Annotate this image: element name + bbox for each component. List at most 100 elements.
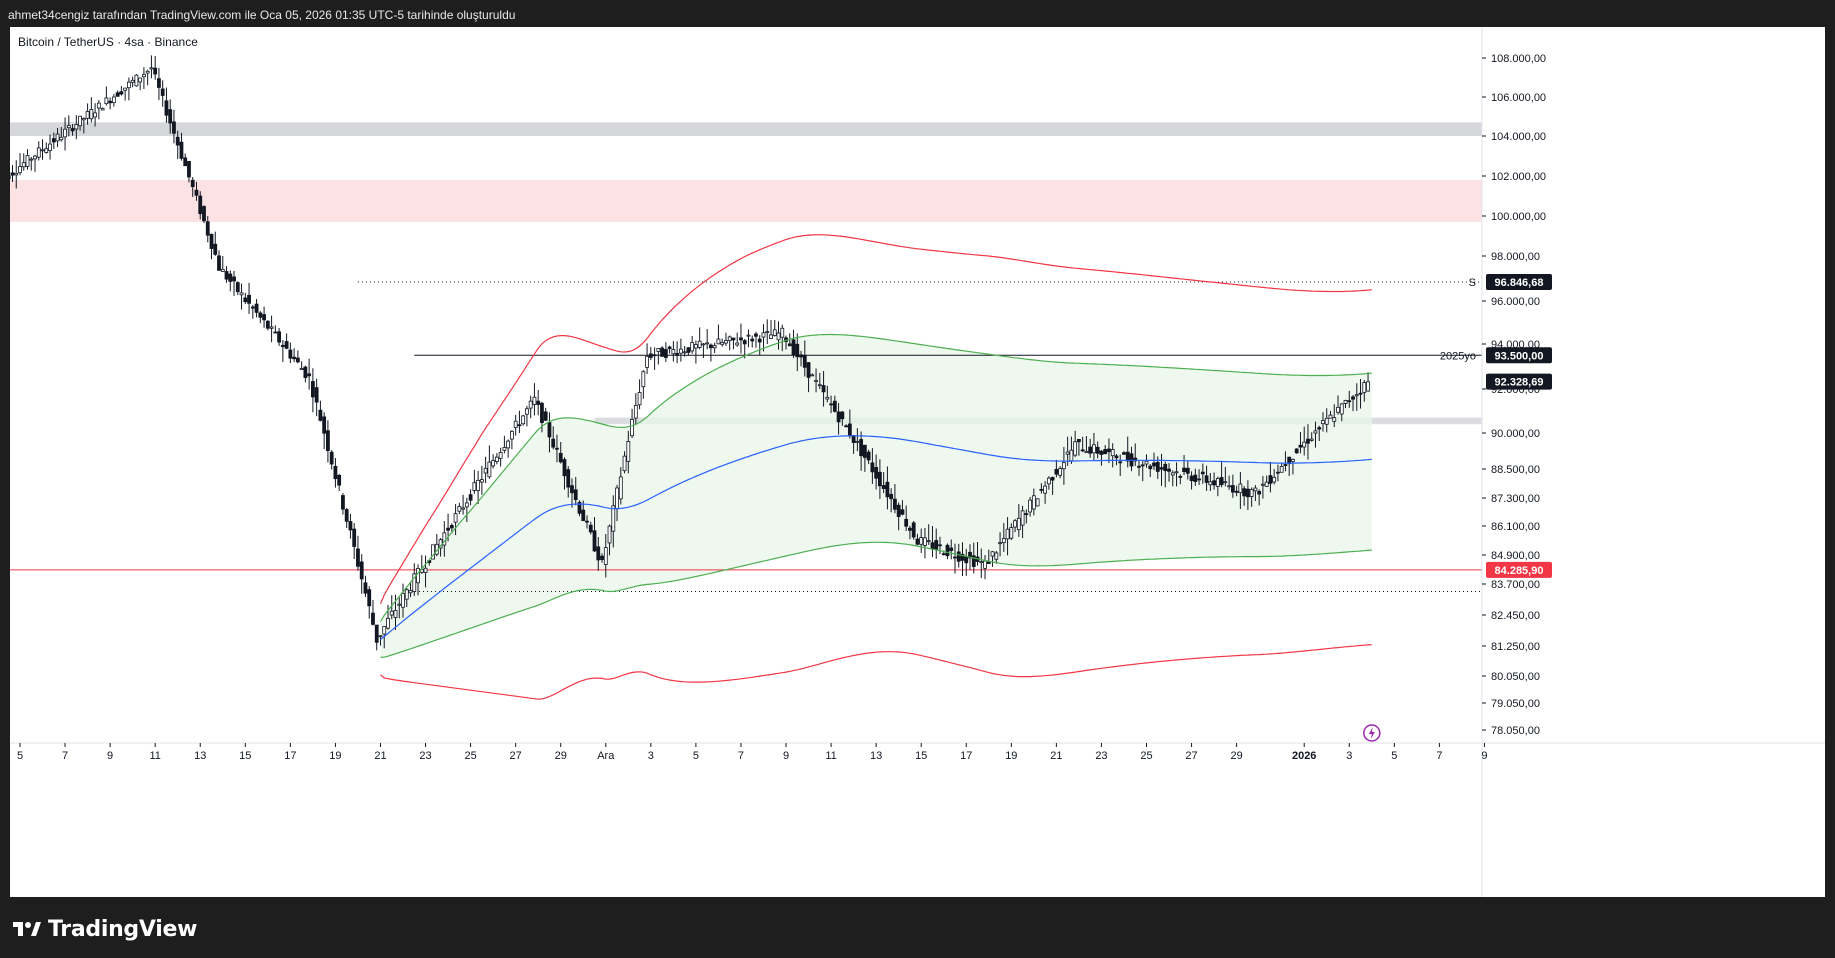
price-tag[interactable] [1486,373,1552,390]
lower-band-2 [380,644,1372,700]
candle-body [671,349,676,355]
candle-body [476,479,481,491]
candle-body [288,349,293,359]
candle-body [821,385,826,393]
x-tick-label: 23 [419,750,431,762]
candle-body [10,172,15,176]
price-tag[interactable] [1486,561,1552,578]
candle-body [401,593,405,608]
candle-body [247,294,251,304]
candle-body [408,590,413,594]
candle-body [487,461,492,478]
x-tick-label: 19 [1005,750,1017,762]
candle-body [1351,396,1355,400]
candle-body [66,125,71,129]
candle-body [491,460,496,467]
candle-body [187,161,191,178]
symbol-label[interactable]: Bitcoin / TetherUS · 4sa · Binance [18,35,198,49]
candle-body [1050,477,1055,481]
candle-body [284,341,289,349]
candle-body [341,495,345,510]
candle-body [40,149,45,152]
candle-body [971,555,976,567]
price-tag[interactable] [1486,347,1552,364]
candle-body [1167,468,1171,472]
s-line-label: S [1469,277,1476,289]
candle-body [769,334,773,339]
candle-body [780,327,785,338]
candle-body [1234,490,1239,493]
candle-body [750,338,755,342]
candle-body [934,540,939,550]
x-tick-label: 11 [149,750,160,762]
candle-body [479,479,484,483]
y-tick-label: 98.000,00 [1491,251,1540,263]
candle-body [874,467,879,479]
candle-body [1133,457,1138,462]
candle-body [855,440,860,443]
price-tag[interactable] [1486,273,1552,290]
x-tick-label: 29 [1230,750,1242,762]
candle-body [735,342,740,346]
candle-body [1152,462,1156,467]
candle-body [1092,444,1096,454]
candle-body [1339,403,1344,415]
price-tag-label: 84.285,90 [1495,565,1544,577]
candle-body [21,162,26,168]
candle-body [111,96,116,104]
candle-body [1193,474,1198,482]
candle-body [799,354,803,358]
candle-body [712,345,717,349]
y-tick-label: 100.000,00 [1491,211,1546,223]
candle-body [337,474,342,486]
candle-body [562,459,567,477]
candle-body [765,331,770,333]
candle-body [510,430,514,440]
candle-body [1009,527,1014,539]
candle-body [885,481,890,498]
candle-body [14,172,19,176]
candle-body [190,179,195,188]
candle-body [318,409,323,421]
x-tick-label: 5 [1391,750,1397,762]
candle-body [1170,472,1175,476]
candle-body [791,339,796,356]
x-tick-label: 21 [1050,750,1062,762]
price-chart[interactable]: 108.000,00 106.000,00 104.000,00 102.000,00… [10,27,1825,897]
chart-panel[interactable]: 108.000,00 106.000,00 104.000,00 102.000,00… [10,27,1825,897]
x-tick-label: 29 [555,750,567,762]
candle-body [983,560,987,569]
lightning-icon[interactable] [1363,724,1381,742]
candle-body [742,340,747,345]
candle-body [1159,467,1164,470]
candle-body [63,128,67,138]
candle-body [618,476,623,500]
candle-body [168,109,173,124]
tradingview-brand[interactable]: TradingView [12,914,197,944]
upper-band-2 [379,234,1372,605]
candle-body [104,97,109,105]
candle-body [690,342,695,352]
candle-body [641,371,646,388]
candle-body [731,337,736,341]
candle-body [513,420,518,429]
candle-body [776,332,781,341]
x-tick-label: 5 [693,750,699,762]
candle-body [59,136,64,141]
candle-body [1028,499,1032,513]
candle-body [911,522,916,538]
candle-body [607,525,612,544]
y-tick-label: 88.500,00 [1491,464,1540,476]
candle-body [596,546,601,561]
candle-body [870,462,875,473]
y-tick-label: 108.000,00 [1491,53,1546,65]
x-tick-label: 2026 [1292,750,1316,762]
candle-body [645,355,649,368]
candle-body [945,544,950,557]
x-tick-label: 27 [1185,750,1197,762]
candle-body [633,405,638,419]
candle-body [18,166,22,174]
candle-body [1242,488,1247,497]
candle-body [570,485,574,494]
